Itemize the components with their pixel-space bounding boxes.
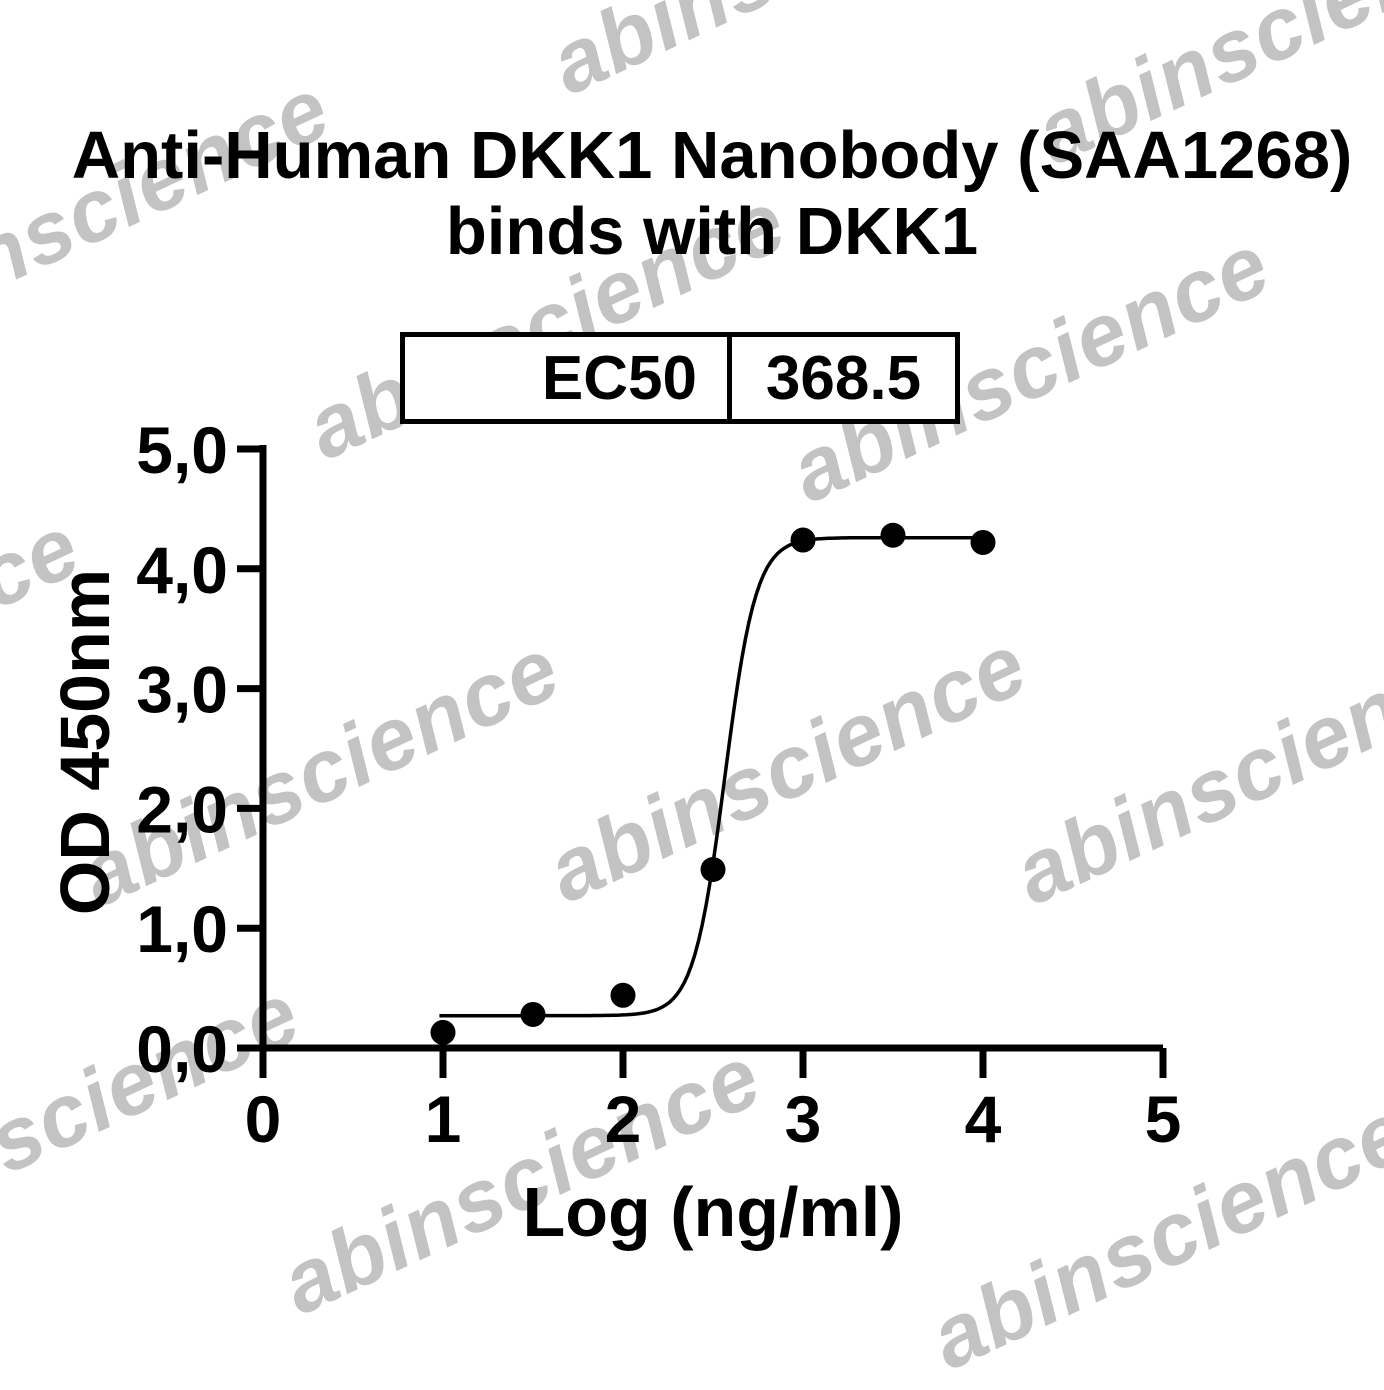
x-axis-title: Log (ng/ml) (522, 1173, 904, 1251)
y-tick-label: 1,0 (136, 892, 228, 966)
ec50-table: EC50 368.5 (400, 332, 960, 424)
ec50-label-cell: EC50 (405, 337, 732, 419)
y-tick-label: 5,0 (136, 413, 228, 487)
x-tick-label: 1 (425, 1082, 462, 1156)
chart-title-line2: binds with DKK1 (445, 194, 979, 269)
x-tick-label: 4 (965, 1082, 1002, 1156)
dose-response-chart: 0 1 2 3 4 5 0,0 1,0 2,0 3,0 4,0 5,0 (136, 413, 1182, 1156)
x-tick-label: 2 (605, 1082, 642, 1156)
data-point (520, 1001, 546, 1027)
ec50-value-cell: 368.5 (765, 343, 922, 413)
chart-title-line1: Anti-Human DKK1 Nanobody (SAA1268) (71, 118, 1353, 193)
fit-curve (439, 535, 983, 1018)
x-tick-label: 3 (785, 1082, 822, 1156)
y-tick-label: 2,0 (136, 772, 228, 846)
x-tick-label: 5 (1145, 1082, 1182, 1156)
chart-title: Anti-Human DKK1 Nanobody (SAA1268) binds… (20, 118, 1384, 270)
data-point (610, 982, 636, 1008)
data-point (700, 856, 726, 882)
data-point (970, 529, 996, 555)
data-point (880, 522, 906, 548)
data-point (790, 527, 816, 553)
y-tick-label: 3,0 (136, 653, 228, 727)
x-tick-label: 0 (245, 1082, 282, 1156)
y-tick-label: 4,0 (136, 533, 228, 607)
y-tick-label: 0,0 (136, 1012, 228, 1086)
data-point (430, 1019, 456, 1045)
y-axis-title-text: OD 450nm (46, 568, 124, 916)
